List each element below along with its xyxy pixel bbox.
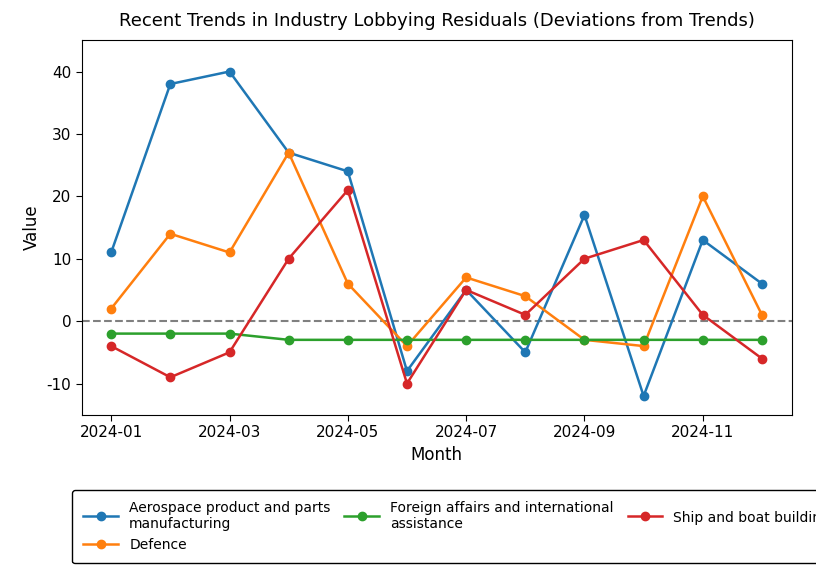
X-axis label: Month: Month <box>410 446 463 464</box>
Defence <box>343 280 353 287</box>
Legend: Aerospace product and parts
manufacturing, Defence, Foreign affairs and internat: Aerospace product and parts manufacturin… <box>73 490 816 563</box>
Aerospace product and parts
manufacturing <box>698 237 707 244</box>
Ship and boat building <box>757 355 767 362</box>
Defence <box>284 149 294 156</box>
Defence <box>402 343 412 350</box>
Foreign affairs and international
assistance <box>343 336 353 343</box>
Defence <box>639 343 649 350</box>
Aerospace product and parts
manufacturing <box>224 68 234 75</box>
Ship and boat building <box>579 255 589 262</box>
Defence <box>521 293 530 300</box>
Foreign affairs and international
assistance <box>698 336 707 343</box>
Aerospace product and parts
manufacturing <box>166 81 175 88</box>
Line: Defence: Defence <box>107 149 766 350</box>
Aerospace product and parts
manufacturing <box>402 367 412 374</box>
Aerospace product and parts
manufacturing <box>106 249 116 256</box>
Foreign affairs and international
assistance <box>284 336 294 343</box>
Aerospace product and parts
manufacturing <box>343 168 353 175</box>
Aerospace product and parts
manufacturing <box>521 349 530 356</box>
Defence <box>166 230 175 237</box>
Defence <box>461 274 471 281</box>
Defence <box>698 193 707 200</box>
Ship and boat building <box>639 237 649 244</box>
Aerospace product and parts
manufacturing <box>757 280 767 287</box>
Ship and boat building <box>698 312 707 319</box>
Ship and boat building <box>106 343 116 350</box>
Ship and boat building <box>343 187 353 194</box>
Foreign affairs and international
assistance <box>579 336 589 343</box>
Defence <box>757 312 767 319</box>
Foreign affairs and international
assistance <box>639 336 649 343</box>
Foreign affairs and international
assistance <box>402 336 412 343</box>
Defence <box>106 305 116 312</box>
Defence <box>224 249 234 256</box>
Foreign affairs and international
assistance <box>166 330 175 337</box>
Defence <box>579 336 589 343</box>
Ship and boat building <box>284 255 294 262</box>
Title: Recent Trends in Industry Lobbying Residuals (Deviations from Trends): Recent Trends in Industry Lobbying Resid… <box>118 13 755 31</box>
Foreign affairs and international
assistance <box>521 336 530 343</box>
Line: Ship and boat building: Ship and boat building <box>107 186 766 388</box>
Ship and boat building <box>461 286 471 293</box>
Foreign affairs and international
assistance <box>106 330 116 337</box>
Foreign affairs and international
assistance <box>757 336 767 343</box>
Ship and boat building <box>224 349 234 356</box>
Line: Foreign affairs and international
assistance: Foreign affairs and international assist… <box>107 329 766 344</box>
Aerospace product and parts
manufacturing <box>461 286 471 293</box>
Ship and boat building <box>521 312 530 319</box>
Ship and boat building <box>402 380 412 387</box>
Foreign affairs and international
assistance <box>224 330 234 337</box>
Foreign affairs and international
assistance <box>461 336 471 343</box>
Ship and boat building <box>166 374 175 381</box>
Line: Aerospace product and parts
manufacturing: Aerospace product and parts manufacturin… <box>107 67 766 400</box>
Aerospace product and parts
manufacturing <box>284 149 294 156</box>
Y-axis label: Value: Value <box>23 204 41 251</box>
Aerospace product and parts
manufacturing <box>579 211 589 218</box>
Aerospace product and parts
manufacturing <box>639 393 649 400</box>
